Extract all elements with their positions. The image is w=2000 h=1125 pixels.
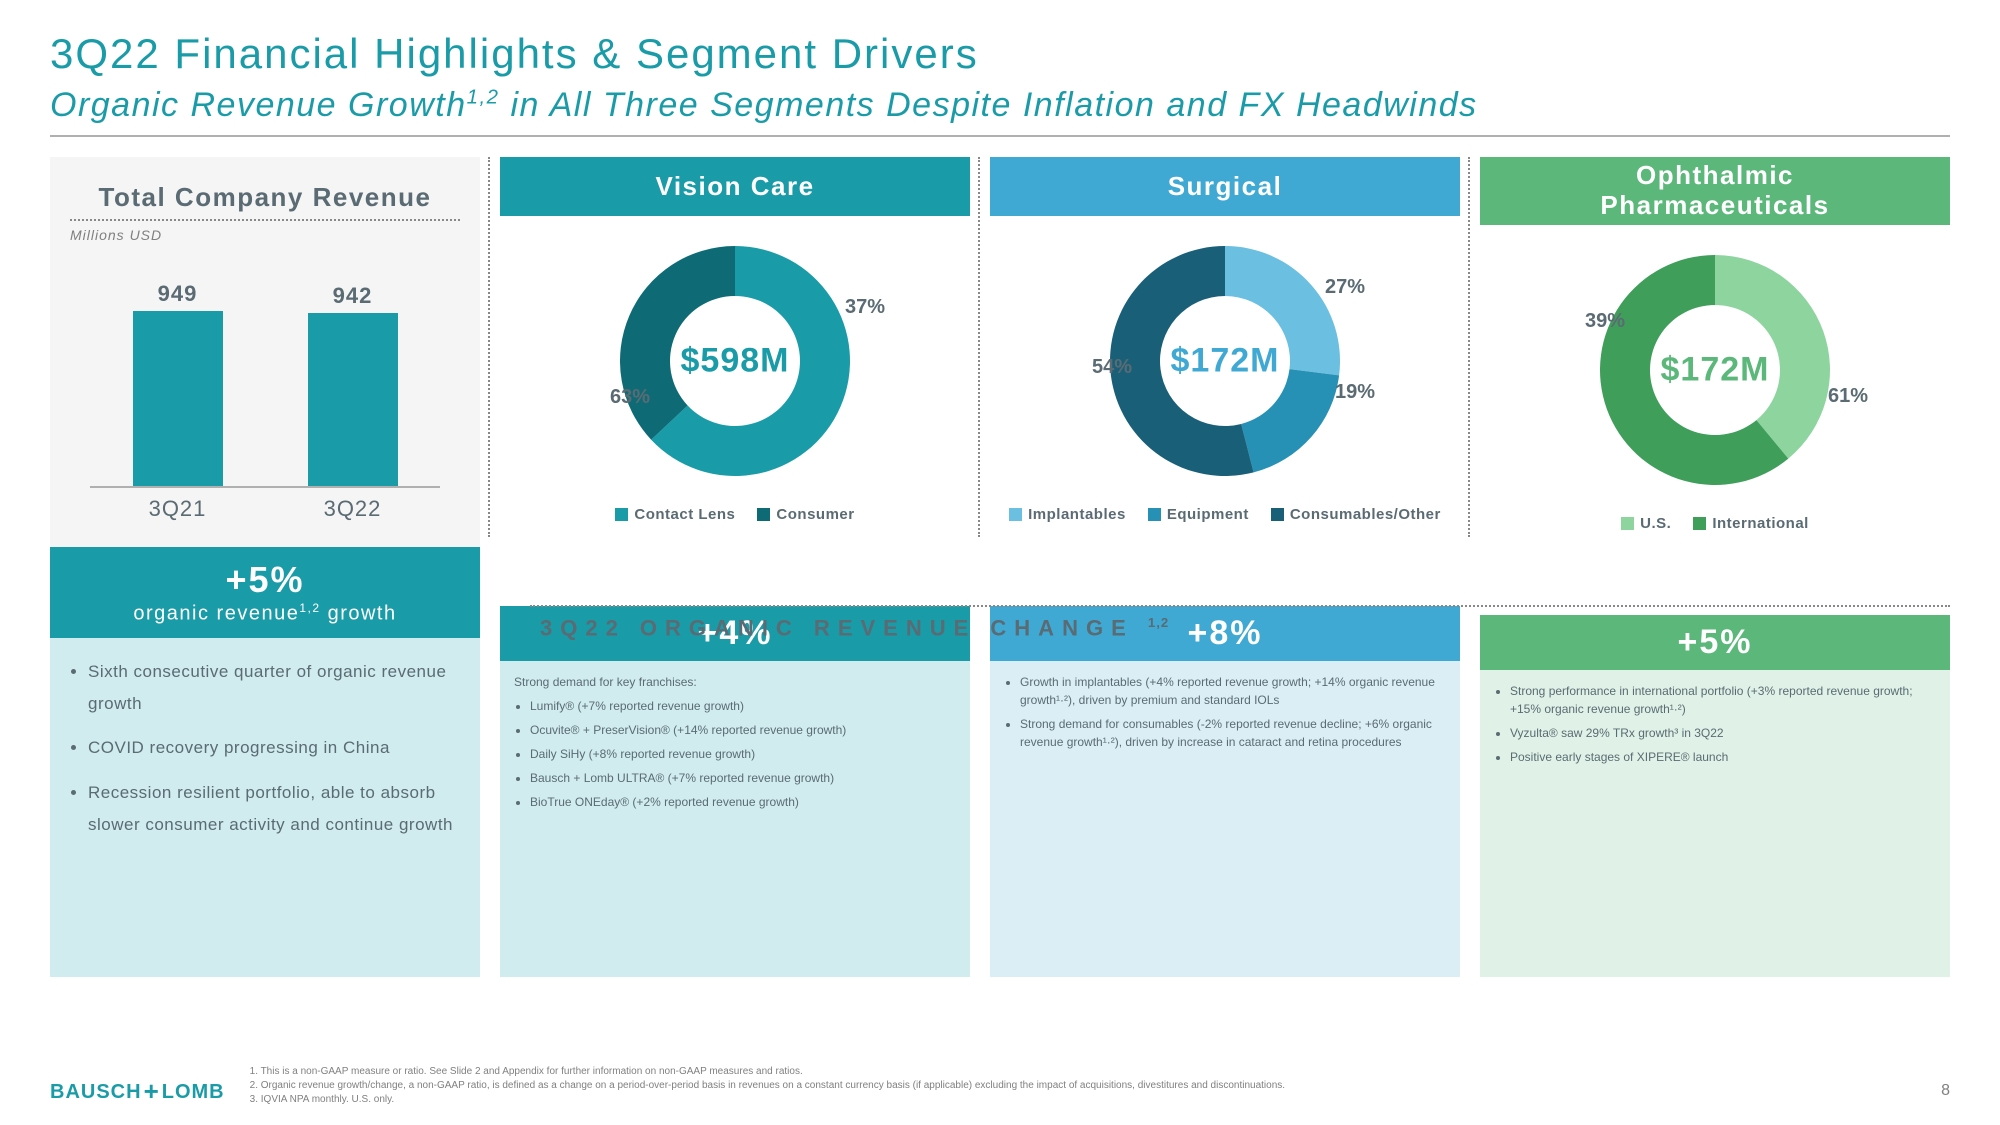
bullet-item: COVID recovery progressing in China [88, 732, 460, 764]
footnote-line: 1. This is a non-GAAP measure or ratio. … [250, 1065, 1285, 1079]
growth-label: organic revenue1,2 growth [50, 601, 480, 626]
page-subtitle: Organic Revenue Growth1,2 in All Three S… [50, 86, 1950, 125]
subtitle-post: in All Three Segments Despite Inflation … [500, 86, 1478, 124]
detail-item: Strong performance in international port… [1510, 682, 1936, 718]
revenue-bullets: Sixth consecutive quarter of organic rev… [50, 638, 480, 977]
bar-labels: 3Q21 3Q22 [90, 496, 440, 522]
bar-label: 3Q21 [149, 496, 207, 522]
subtitle-sup: 1,2 [467, 87, 500, 109]
growth-banner: +5% organic revenue1,2 growth [50, 547, 480, 638]
bar-value: 942 [333, 283, 373, 309]
legend-item: Consumer [757, 506, 854, 523]
footnote-line: 2. Organic revenue growth/change, a non-… [250, 1079, 1285, 1093]
donut-legend: Implantables Equipment Consumables/Other [990, 506, 1460, 556]
slice-pct-label: 61% [1828, 385, 1868, 408]
slice-pct-label: 39% [1585, 310, 1625, 333]
segment-header: Surgical [990, 157, 1460, 216]
segment-vision-care: Vision Care $598M 63% 37% Contact Lens Consum… [500, 157, 970, 977]
revenue-panel: Total Company Revenue Millions USD 94994… [50, 157, 480, 547]
legend-item: International [1693, 515, 1809, 532]
page-number: 8 [1941, 1082, 1950, 1100]
logo: BAUSCH+LOMB [50, 1076, 225, 1107]
donut-center-value: $172M [1661, 350, 1770, 389]
donut-chart: $172M 39% 61% [1480, 225, 1950, 515]
footer: BAUSCH+LOMB 1. This is a non-GAAP measur… [50, 1065, 1950, 1107]
donut-center-value: $598M [681, 342, 790, 381]
detail-item: BioTrue ONEday® (+2% reported revenue gr… [530, 793, 956, 811]
detail-item: Daily SiHy (+8% reported revenue growth) [530, 745, 956, 763]
donut-chart: $598M 63% 37% [500, 216, 970, 506]
slice-pct-label: 54% [1092, 356, 1132, 379]
revenue-heading: Total Company Revenue [70, 182, 460, 221]
legend-item: U.S. [1621, 515, 1671, 532]
bar-label: 3Q22 [324, 496, 382, 522]
detail-item: Vyzulta® saw 29% TRx growth³ in 3Q22 [1510, 724, 1936, 742]
detail-item: Growth in implantables (+4% reported rev… [1020, 673, 1446, 709]
divider [50, 135, 1950, 137]
slice-pct-label: 37% [845, 296, 885, 319]
bar [308, 313, 398, 486]
revenue-units: Millions USD [70, 227, 460, 243]
slice-pct-label: 19% [1335, 381, 1375, 404]
organic-change-heading: 3Q22 ORGANIC REVENUE CHANGE 1,2 [530, 605, 1950, 649]
subtitle-pre: Organic Revenue Growth [50, 86, 467, 124]
detail-box: Growth in implantables (+4% reported rev… [990, 661, 1460, 977]
slice-pct-label: 63% [610, 386, 650, 409]
detail-item: Ocuvite® + PreserVision® (+14% reported … [530, 721, 956, 739]
legend-item: Contact Lens [615, 506, 735, 523]
bar [133, 311, 223, 486]
segment-surgical: Surgical $172M 27% 19% 54% Implantables Equipm… [990, 157, 1460, 977]
footnotes: 1. This is a non-GAAP measure or ratio. … [250, 1065, 1285, 1107]
page-title: 3Q22 Financial Highlights & Segment Driv… [50, 30, 1950, 78]
detail-item: Strong demand for consumables (-2% repor… [1020, 715, 1446, 751]
segment-ophthalmic: OphthalmicPharmaceuticals $172M 39% 61% U.S.… [1480, 157, 1950, 977]
slice-pct-label: 27% [1325, 276, 1365, 299]
detail-box: Strong demand for key franchises:Lumify®… [500, 661, 970, 977]
legend-item: Consumables/Other [1271, 506, 1441, 523]
bullet-item: Sixth consecutive quarter of organic rev… [88, 656, 460, 721]
legend-item: Implantables [1009, 506, 1126, 523]
detail-box: Strong performance in international port… [1480, 670, 1950, 977]
donut-legend: Contact Lens Consumer [500, 506, 970, 556]
bullet-item: Recession resilient portfolio, able to a… [88, 777, 460, 842]
detail-item: Lumify® (+7% reported revenue growth) [530, 697, 956, 715]
growth-pct: +5% [50, 559, 480, 601]
bar-value: 949 [158, 281, 198, 307]
total-revenue-column: Total Company Revenue Millions USD 94994… [50, 157, 480, 977]
detail-item: Bausch + Lomb ULTRA® (+7% reported reven… [530, 769, 956, 787]
segment-header: Vision Care [500, 157, 970, 216]
detail-item: Positive early stages of XIPERE® launch [1510, 748, 1936, 766]
footnote-line: 3. IQVIA NPA monthly. U.S. only. [250, 1093, 1285, 1107]
segment-header: OphthalmicPharmaceuticals [1480, 157, 1950, 225]
donut-chart: $172M 27% 19% 54% [990, 216, 1460, 506]
revenue-bar-chart: 949 942 [90, 258, 440, 488]
donut-center-value: $172M [1171, 342, 1280, 381]
donut-legend: U.S. International [1480, 515, 1950, 565]
legend-item: Equipment [1148, 506, 1249, 523]
